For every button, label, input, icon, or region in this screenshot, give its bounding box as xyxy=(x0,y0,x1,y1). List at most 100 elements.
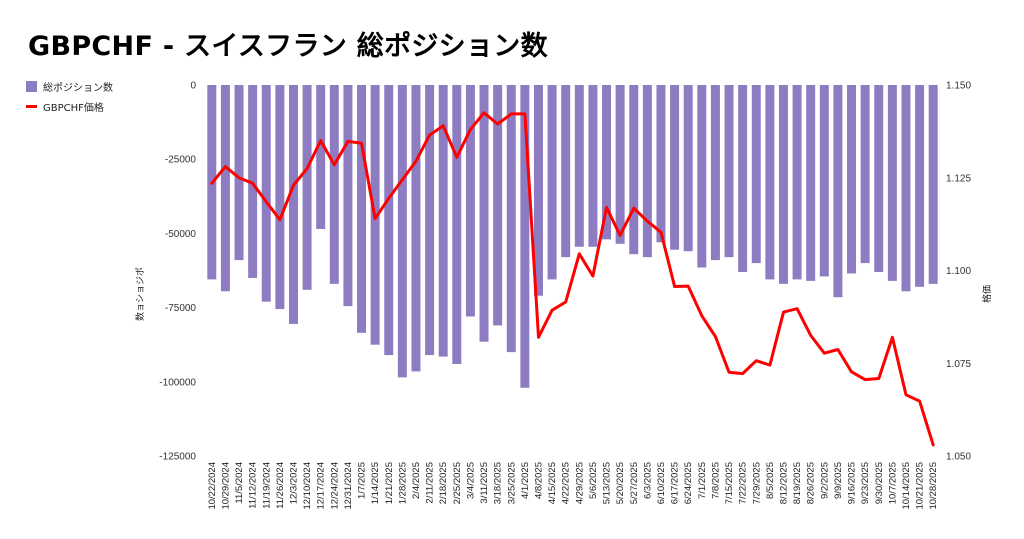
legend-item-positions: 総ポジション数 xyxy=(26,79,113,94)
x-tick-label: 12/17/2024 xyxy=(316,462,327,510)
bar xyxy=(411,85,421,372)
bar xyxy=(316,85,326,229)
legend-swatch-bar xyxy=(26,81,37,92)
x-tick-label: 9/16/2025 xyxy=(847,462,858,504)
x-tick-label: 3/25/2025 xyxy=(506,462,517,504)
bar xyxy=(765,85,775,280)
bar xyxy=(261,85,271,302)
x-tick-label: 10/7/2025 xyxy=(887,462,898,504)
right-axis-label: 格価 xyxy=(981,285,993,303)
x-tick-label: 11/19/2024 xyxy=(261,462,272,509)
x-tick-label: 9/9/2025 xyxy=(833,462,844,499)
x-tick-label: 4/8/2025 xyxy=(533,462,544,499)
left-tick-label: -50000 xyxy=(165,229,197,240)
bar xyxy=(724,85,734,258)
bar xyxy=(833,85,843,298)
bar xyxy=(615,85,625,244)
bar xyxy=(574,85,584,247)
x-tick-label: 6/17/2025 xyxy=(670,462,681,504)
x-tick-label: 8/5/2025 xyxy=(765,462,776,499)
bar xyxy=(438,85,448,357)
x-tick-label: 6/24/2025 xyxy=(683,462,694,504)
right-tick-label: 1.100 xyxy=(946,266,971,277)
x-tick-label: 10/21/2025 xyxy=(915,462,926,510)
bar xyxy=(234,85,244,261)
x-tick-label: 6/3/2025 xyxy=(642,462,653,499)
x-tick-label: 9/30/2025 xyxy=(874,462,885,504)
x-tick-label: 7/29/2025 xyxy=(751,462,762,504)
x-tick-label: 11/26/2024 xyxy=(275,462,286,509)
right-tick-label: 1.150 xyxy=(946,81,971,92)
x-tick-label: 1/21/2025 xyxy=(384,462,395,504)
bar xyxy=(561,85,571,258)
bar xyxy=(248,85,258,278)
bar xyxy=(357,85,367,333)
bar xyxy=(397,85,407,378)
bar xyxy=(778,85,788,284)
bar xyxy=(806,85,816,281)
x-tick-label: 7/15/2025 xyxy=(724,462,735,504)
bar xyxy=(915,85,925,287)
left-tick-label: 0 xyxy=(190,81,196,92)
x-tick-label: 7/22/2025 xyxy=(738,462,749,504)
x-tick-label: 1/14/2025 xyxy=(370,462,381,504)
x-tick-label: 10/29/2024 xyxy=(220,462,231,510)
bar xyxy=(642,85,652,258)
x-tick-label: 2/11/2025 xyxy=(425,462,436,504)
x-tick-label: 10/22/2024 xyxy=(207,462,218,510)
line-series xyxy=(210,111,935,447)
bar xyxy=(887,85,897,281)
bar xyxy=(792,85,802,280)
x-tick-label: 2/4/2025 xyxy=(411,462,422,499)
bar xyxy=(738,85,748,272)
right-axis-ticks: 1.150 1.125 1.100 1.075 1.050 xyxy=(946,81,971,463)
x-tick-label: 3/11/2025 xyxy=(479,462,490,504)
bar xyxy=(452,85,462,364)
x-tick-label: 12/31/2024 xyxy=(343,462,354,510)
bar xyxy=(847,85,857,274)
x-tick-label: 1/28/2025 xyxy=(397,462,408,504)
x-tick-label: 3/4/2025 xyxy=(465,462,476,499)
bar xyxy=(901,85,911,292)
bar xyxy=(506,85,516,353)
x-tick-label: 2/18/2025 xyxy=(438,462,449,504)
left-tick-label: -25000 xyxy=(165,155,197,166)
left-tick-label: -125000 xyxy=(159,452,196,463)
x-tick-label: 4/29/2025 xyxy=(574,462,585,504)
x-tick-label: 2/25/2025 xyxy=(452,462,463,504)
bar xyxy=(479,85,489,342)
legend-swatch-line xyxy=(26,105,37,108)
x-tick-label: 9/2/2025 xyxy=(819,462,830,499)
x-tick-label: 12/3/2024 xyxy=(288,462,299,504)
bar xyxy=(425,85,435,356)
bar xyxy=(302,85,312,290)
bar xyxy=(751,85,761,264)
bar xyxy=(220,85,230,292)
x-tick-label: 10/28/2025 xyxy=(928,462,939,510)
bar xyxy=(384,85,394,356)
x-tick-label: 8/26/2025 xyxy=(806,462,817,504)
x-tick-label: 7/8/2025 xyxy=(710,462,721,499)
bar xyxy=(656,85,666,243)
bar xyxy=(670,85,680,250)
x-tick-label: 7/1/2025 xyxy=(697,462,708,499)
x-tick-label: 12/24/2024 xyxy=(329,462,340,510)
price-line xyxy=(210,111,935,447)
bar xyxy=(860,85,870,264)
x-tick-label: 10/14/2025 xyxy=(901,462,912,510)
x-tick-label: 4/1/2025 xyxy=(520,462,531,499)
x-tick-label: 4/15/2025 xyxy=(547,462,558,504)
bar xyxy=(275,85,285,310)
right-tick-label: 1.075 xyxy=(946,359,971,370)
bar xyxy=(288,85,298,324)
x-axis-ticks: 10/22/2024 10/29/2024 11/5/2024 11/12/2024 1… xyxy=(207,462,939,510)
x-tick-label: 4/22/2025 xyxy=(561,462,572,504)
x-tick-label: 11/12/2024 xyxy=(248,462,259,509)
bar xyxy=(710,85,720,261)
x-tick-label: 12/10/2024 xyxy=(302,462,313,510)
right-tick-label: 1.125 xyxy=(946,173,971,184)
bar xyxy=(547,85,557,280)
bar xyxy=(533,85,543,296)
left-axis-label: 数ョショジポ xyxy=(134,267,146,321)
